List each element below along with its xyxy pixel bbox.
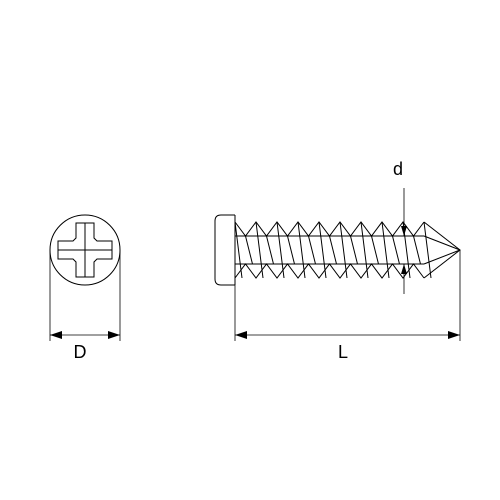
dimension-label-L: L: [338, 342, 348, 362]
dimension-label-D: D: [74, 342, 87, 362]
technical-drawing: D Ld: [0, 0, 500, 500]
screw-head-front-view: [50, 215, 120, 285]
dimension-label-d: d: [393, 159, 403, 179]
screw-side-view: [215, 215, 460, 285]
